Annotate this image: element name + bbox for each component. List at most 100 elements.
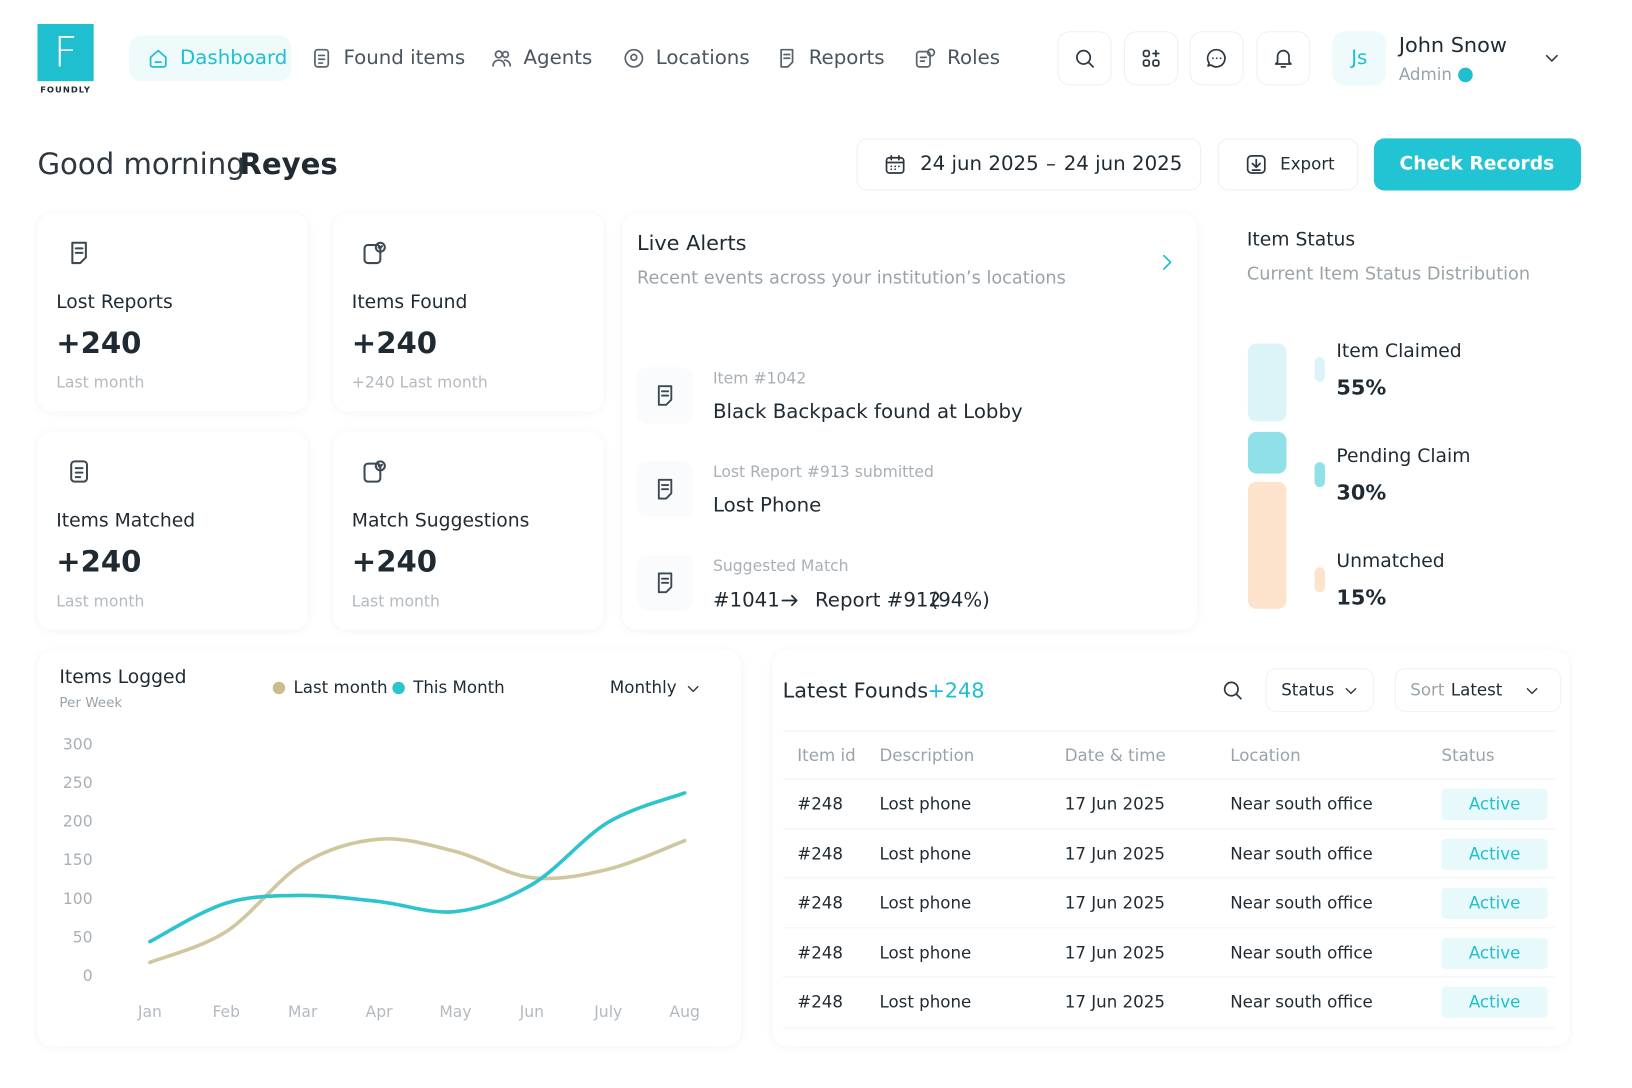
roles-stroke [915, 50, 931, 68]
export-label[interactable]: Export [1280, 154, 1335, 174]
column-header: Date & time [1064, 745, 1166, 765]
primary-label[interactable]: Check Records [1399, 152, 1555, 175]
status-value: 55% [1336, 374, 1387, 400]
report-icon [657, 478, 673, 500]
alert-meta: Suggested Match [712, 556, 849, 576]
pin-icon[interactable] [622, 47, 645, 70]
row-rule [782, 778, 1555, 780]
legend-dot [272, 681, 286, 695]
alert-match-to: Report #912 [814, 588, 942, 612]
stat-note: Last month [56, 373, 145, 392]
chart-subtitle: Per Week [59, 695, 123, 712]
roles-stroke [926, 48, 936, 57]
status-dot [1314, 356, 1325, 382]
logo-letter: F [53, 29, 78, 78]
sort-dropdown[interactable] [1394, 668, 1562, 712]
stat-note: Last month [56, 591, 145, 611]
status-value: 15% [1336, 584, 1387, 610]
chevron-icon[interactable] [1541, 48, 1562, 69]
doc-icon[interactable] [310, 47, 333, 70]
table-header-rule [782, 730, 1555, 732]
logo [37, 23, 94, 82]
bell-icon[interactable] [1271, 47, 1294, 70]
nav-item[interactable]: Agents [523, 46, 593, 70]
report-icon [657, 572, 673, 594]
period-dropdown[interactable]: Monthly [609, 677, 677, 698]
table-cell: 17 Jun 2025 [1064, 893, 1165, 913]
chevron-icon[interactable] [684, 680, 703, 699]
status-filter-label[interactable]: Status [1281, 679, 1335, 700]
agents-icon[interactable] [490, 47, 513, 70]
row-rule [782, 827, 1555, 829]
chevron-icon[interactable] [1342, 682, 1361, 701]
doc-stroke [70, 460, 89, 483]
nav-item[interactable]: Found items [343, 46, 466, 70]
nav-item[interactable]: Locations [655, 46, 750, 70]
roles-icon[interactable] [914, 47, 937, 70]
doc-icon [70, 460, 89, 483]
table-card [772, 650, 1570, 1047]
status-pill-label: Active [1468, 893, 1521, 913]
table-cell: Lost phone [879, 991, 972, 1012]
grid-icon[interactable] [1139, 47, 1162, 70]
chat-icon[interactable] [1205, 47, 1228, 70]
nav-item[interactable]: Dashboard [180, 46, 288, 70]
bell-stroke [1274, 49, 1292, 65]
arrow-icon [781, 594, 798, 607]
status-filter[interactable] [1265, 668, 1374, 712]
home-icon[interactable] [147, 47, 170, 70]
primary-button[interactable] [1373, 138, 1581, 191]
alert-match-from: #1041 [712, 588, 780, 612]
avatar-initials: Js [1351, 46, 1368, 70]
table-cell: #248 [797, 991, 843, 1012]
icon-button[interactable] [1255, 31, 1310, 86]
status-pill-label: Active [1468, 942, 1521, 963]
row-rule [782, 976, 1555, 978]
stat-value: +240 [351, 325, 438, 361]
nav-item[interactable]: Roles [947, 46, 1001, 70]
table-cell: Lost phone [879, 843, 972, 864]
report-stroke [657, 572, 673, 594]
report-stroke [783, 53, 791, 60]
icon-button[interactable] [1123, 31, 1178, 86]
stat-card [37, 431, 309, 630]
search-icon[interactable] [1221, 679, 1244, 702]
status-segment [1247, 481, 1287, 609]
agents-stroke [501, 50, 510, 59]
status-dot [1314, 462, 1325, 488]
table-cell: Near south office [1230, 942, 1373, 963]
verified-badge [1458, 67, 1473, 83]
stat-title: Match Suggestions [351, 509, 530, 532]
search-stroke [1087, 61, 1094, 68]
icon-button[interactable] [1057, 31, 1112, 86]
sort-label[interactable]: Sort [1410, 679, 1445, 700]
nav-item[interactable]: Reports [808, 46, 885, 70]
check-stroke [363, 462, 382, 483]
column-header: Description [879, 745, 975, 765]
date-range[interactable] [856, 138, 1202, 191]
chat-stroke [1206, 48, 1226, 68]
icon-button[interactable] [1189, 31, 1244, 86]
table-cell: #248 [797, 843, 843, 864]
table-title: Latest Founds [782, 677, 929, 703]
row-rule [782, 926, 1555, 928]
chevron-icon[interactable] [1523, 682, 1542, 701]
stat-note: Last month [351, 591, 440, 611]
report-icon[interactable] [775, 47, 798, 70]
right-icon[interactable] [1155, 251, 1178, 274]
avatar [1332, 31, 1387, 86]
chevron-stroke [687, 685, 699, 693]
report-stroke [661, 577, 670, 584]
alert-meta: Lost Report #913 submitted [712, 462, 934, 482]
table-cell: Near south office [1230, 794, 1373, 814]
download-icon[interactable] [1245, 153, 1268, 176]
export-button[interactable] [1217, 138, 1359, 191]
status-segment [1247, 431, 1287, 474]
pin-stroke [624, 48, 644, 68]
status-pill-label: Active [1468, 843, 1521, 864]
sort-value[interactable]: Latest [1450, 679, 1503, 700]
pin-stroke [630, 53, 638, 62]
doc-stroke [317, 54, 326, 64]
status-pill [1441, 986, 1548, 1018]
search-icon[interactable] [1073, 47, 1096, 70]
